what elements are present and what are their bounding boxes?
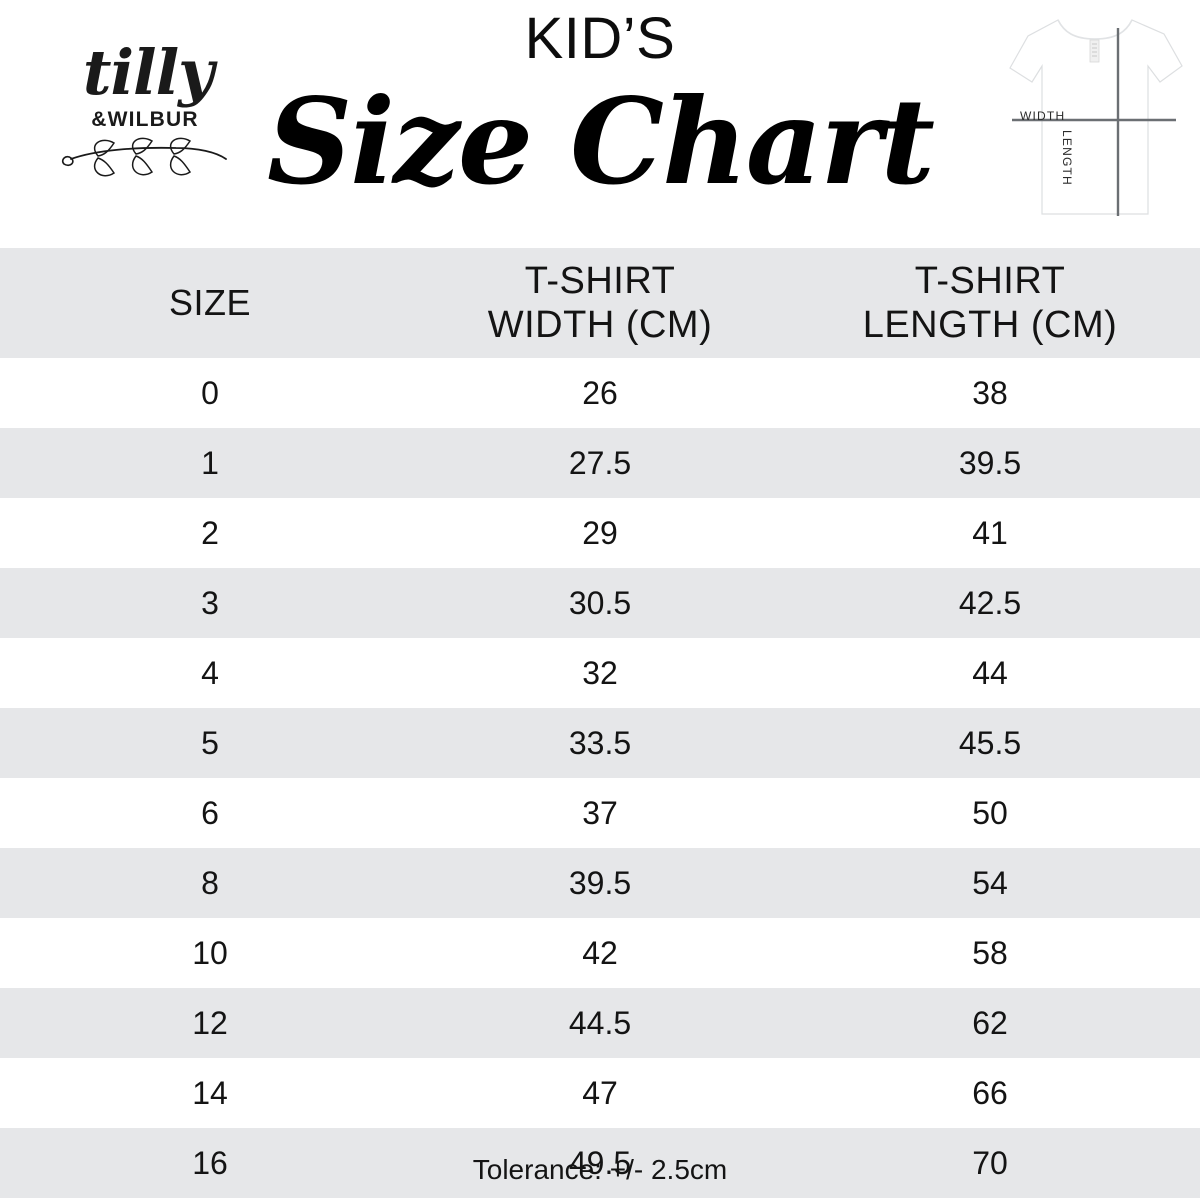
cell-length: 50 [972, 795, 1008, 831]
table-row: 12 44.5 62 [0, 988, 1200, 1058]
cell-size: 0 [201, 375, 219, 411]
tshirt-diagram: WIDTH LENGTH [998, 2, 1198, 224]
page-header: tilly &WILBUR KID’S Size Chart [0, 0, 1200, 240]
cell-length: 38 [972, 375, 1008, 411]
cell-width: 42 [582, 935, 618, 971]
cell-width: 47 [582, 1075, 618, 1111]
cell-length: 42.5 [958, 585, 1022, 621]
cell-width: 49.5 [568, 1145, 632, 1181]
column-header-width-line1: T-SHIRT [524, 260, 676, 302]
cell-width: 44.5 [568, 1005, 632, 1041]
cell-length: 45.5 [958, 725, 1022, 761]
cell-width: 37 [582, 795, 618, 831]
column-header-length-line1: T-SHIRT [914, 260, 1066, 302]
table-row: 5 33.5 45.5 [0, 708, 1200, 778]
cell-length: 44 [972, 655, 1008, 691]
diagram-length-label: LENGTH [1060, 130, 1074, 186]
column-header-size: SIZE [168, 282, 251, 323]
column-header-length: T-SHIRT LENGTH (CM) [780, 259, 1200, 347]
cell-size: 3 [201, 585, 219, 621]
cell-size: 2 [201, 515, 219, 551]
cell-size: 1 [201, 445, 219, 481]
cell-size: 10 [192, 935, 228, 971]
column-header-width: T-SHIRT WIDTH (CM) [420, 259, 780, 347]
cell-width: 26 [582, 375, 618, 411]
cell-size: 14 [192, 1075, 228, 1111]
brand-logo: tilly &WILBUR [50, 42, 240, 202]
table-row: 0 26 38 [0, 358, 1200, 428]
table-row: 8 39.5 54 [0, 848, 1200, 918]
brand-name-sub: &WILBUR [91, 108, 199, 131]
column-header-width-line2: WIDTH (CM) [487, 304, 713, 346]
eyebrow-title: KID’S [524, 6, 676, 71]
cell-size: 4 [201, 655, 219, 691]
table-row: 1 27.5 39.5 [0, 428, 1200, 498]
cell-length: 58 [972, 935, 1008, 971]
cell-length: 54 [972, 865, 1008, 901]
cell-size: 16 [192, 1145, 228, 1181]
table-row: 2 29 41 [0, 498, 1200, 568]
cell-width: 39.5 [568, 865, 632, 901]
page-title: Size Chart [266, 72, 935, 211]
table-row: 6 37 50 [0, 778, 1200, 848]
cell-size: 6 [201, 795, 219, 831]
tolerance-note: Tolerance: +/- 2.5cm [472, 1154, 728, 1185]
table-row: 10 42 58 [0, 918, 1200, 988]
cell-size: 8 [201, 865, 219, 901]
cell-length: 70 [972, 1145, 1008, 1181]
table-body: 0 26 38 1 27.5 39.5 2 29 41 3 30.5 42.5 4 32 44 5 33.5 45… [0, 358, 1200, 1198]
brand-name-script: tilly [82, 36, 214, 109]
table-row: 3 30.5 42.5 [0, 568, 1200, 638]
table-row: 16 49.5 70 [0, 1128, 1200, 1198]
cell-length: 41 [972, 515, 1008, 551]
table-row: 4 32 44 [0, 638, 1200, 708]
cell-width: 29 [582, 515, 618, 551]
cell-size: 12 [192, 1005, 228, 1041]
size-table: SIZE T-SHIRT WIDTH (CM) T-SHIRT LENGTH (… [0, 248, 1200, 1198]
cell-length: 66 [972, 1075, 1008, 1111]
cell-width: 33.5 [568, 725, 632, 761]
cell-size: 5 [201, 725, 219, 761]
cell-width: 27.5 [568, 445, 632, 481]
cell-width: 30.5 [568, 585, 632, 621]
cell-length: 39.5 [958, 445, 1022, 481]
table-header-row: SIZE T-SHIRT WIDTH (CM) T-SHIRT LENGTH (… [0, 248, 1200, 358]
diagram-width-label: WIDTH [1020, 109, 1066, 123]
cell-length: 62 [972, 1005, 1008, 1041]
leaf-branch-icon [58, 134, 233, 186]
column-header-length-line2: LENGTH (CM) [862, 304, 1118, 346]
cell-width: 32 [582, 655, 618, 691]
table-row: 14 47 66 [0, 1058, 1200, 1128]
